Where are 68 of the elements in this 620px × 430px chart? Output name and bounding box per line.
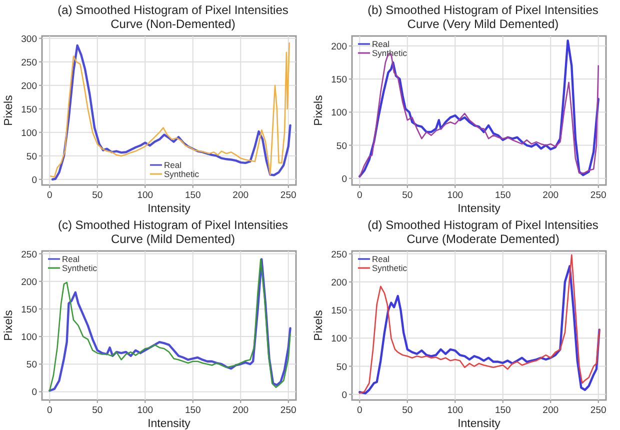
x-tick-label: 100 [447,190,464,201]
x-tick-label: 250 [590,190,606,201]
y-tick-label: 150 [21,104,37,116]
legend-label: Real [372,39,390,49]
legend-label: Real [372,254,390,264]
y-tick-label: 200 [21,276,37,288]
y-tick-label: 200 [21,80,37,92]
y-axis-title: Pixels [313,94,325,126]
y-tick-label: 0 [342,390,347,401]
x-axis-title: Intensity [458,418,501,430]
x-tick-label: 150 [494,405,511,416]
x-tick-label: 50 [92,405,103,416]
chart-title: (a) Smoothed Histogram of Pixel Intensities Curve (Non-Demented) [58,3,288,31]
x-tick-label: 0 [46,190,52,201]
x-tick-label: 250 [280,190,296,201]
y-tick-label: 200 [331,277,347,288]
y-axis-title: Pixels [3,310,15,341]
x-tick-label: 250 [280,405,296,416]
x-tick-label: 150 [184,405,201,416]
chart-title: (b) Smoothed Histogram of Pixel Intensities Curve (Very Mild Demented) [368,3,598,31]
x-axis-title: Intensity [148,203,191,215]
x-tick-label: 100 [447,405,464,416]
legend-label: Real [62,254,80,264]
y-tick-label: 0 [32,387,37,398]
x-tick-label: 0 [46,405,52,416]
x-axis-title: Intensity [148,418,191,430]
y-tick-label: 0 [342,174,347,185]
y-tick-label: 100 [331,108,347,119]
legend-label: Synthetic [372,263,408,273]
x-tick-label: 0 [356,405,362,416]
x-tick-label: 50 [92,190,103,201]
y-axis-title: Pixels [313,310,325,341]
x-tick-label: 250 [590,405,606,416]
y-tick-label: 50 [336,362,347,373]
x-tick-label: 100 [137,190,154,201]
x-axis-title: Intensity [458,203,501,215]
legend-label: Synthetic [372,48,408,58]
y-tick-label: 150 [331,306,347,317]
y-tick-label: 250 [331,249,347,260]
y-tick-label: 200 [331,41,347,52]
x-tick-label: 50 [402,190,413,201]
legend-label: Synthetic [164,169,200,179]
x-tick-label: 50 [402,405,413,416]
x-tick-label: 100 [137,405,154,416]
x-tick-label: 200 [542,190,559,201]
x-tick-label: 200 [232,405,249,416]
y-tick-label: 100 [331,334,347,345]
x-tick-label: 200 [542,405,559,416]
y-axis-title: Pixels [3,94,15,126]
chart-title: (d) Smoothed Histogram of Pixel Intensities Curve (Moderate Demented) [368,218,598,246]
y-tick-label: 150 [331,74,347,86]
y-tick-label: 100 [21,332,37,344]
x-tick-label: 150 [494,190,511,201]
y-tick-label: 0 [32,174,37,186]
legend-label: Real [164,160,182,170]
y-tick-label: 50 [26,360,37,371]
y-tick-label: 300 [21,34,37,45]
y-tick-label: 250 [21,57,37,68]
y-tick-label: 50 [26,151,37,162]
y-tick-label: 50 [336,140,347,152]
x-tick-label: 150 [184,190,201,201]
x-tick-label: 0 [356,190,362,201]
x-tick-label: 200 [232,190,249,201]
chart-title: (c) Smoothed Histogram of Pixel Intensities Curve (Mild Demented) [58,218,288,246]
y-tick-label: 150 [21,304,37,316]
legend-label: Synthetic [62,263,98,273]
y-tick-label: 250 [21,249,37,260]
y-tick-label: 100 [21,128,37,139]
